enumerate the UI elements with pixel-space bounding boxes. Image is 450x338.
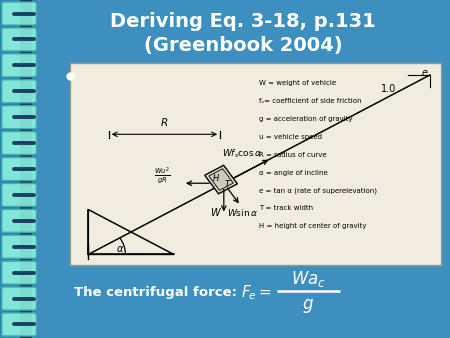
FancyBboxPatch shape xyxy=(0,208,36,233)
FancyBboxPatch shape xyxy=(0,156,36,182)
FancyBboxPatch shape xyxy=(70,63,441,265)
FancyBboxPatch shape xyxy=(2,2,36,25)
Text: Deriving Eq. 3-18, p.131: Deriving Eq. 3-18, p.131 xyxy=(110,13,376,31)
FancyBboxPatch shape xyxy=(2,131,36,154)
FancyBboxPatch shape xyxy=(0,79,36,104)
FancyBboxPatch shape xyxy=(0,260,36,285)
FancyBboxPatch shape xyxy=(2,80,36,103)
FancyBboxPatch shape xyxy=(0,234,36,259)
FancyBboxPatch shape xyxy=(0,53,36,78)
FancyBboxPatch shape xyxy=(2,106,36,129)
Text: $\mathit{g}$: $\mathit{g}$ xyxy=(302,297,314,315)
FancyBboxPatch shape xyxy=(0,286,36,311)
FancyBboxPatch shape xyxy=(2,209,36,232)
FancyBboxPatch shape xyxy=(0,130,36,155)
FancyBboxPatch shape xyxy=(0,183,36,208)
FancyBboxPatch shape xyxy=(2,54,36,77)
FancyBboxPatch shape xyxy=(2,261,36,284)
Bar xyxy=(20,0,32,338)
FancyBboxPatch shape xyxy=(2,287,36,310)
Text: (Greenbook 2004): (Greenbook 2004) xyxy=(144,36,342,55)
FancyBboxPatch shape xyxy=(0,1,36,26)
Text: The centrifugal force:: The centrifugal force: xyxy=(74,286,237,299)
Text: $\mathit{Wa_c}$: $\mathit{Wa_c}$ xyxy=(291,269,326,289)
FancyBboxPatch shape xyxy=(0,105,36,130)
Text: $\mathit{F}_{\!\mathit{e}}=$: $\mathit{F}_{\!\mathit{e}}=$ xyxy=(241,283,271,302)
FancyBboxPatch shape xyxy=(2,28,36,51)
FancyBboxPatch shape xyxy=(2,158,36,180)
FancyBboxPatch shape xyxy=(2,184,36,207)
FancyBboxPatch shape xyxy=(0,27,36,52)
FancyBboxPatch shape xyxy=(2,235,36,258)
FancyBboxPatch shape xyxy=(0,312,36,337)
FancyBboxPatch shape xyxy=(2,313,36,336)
